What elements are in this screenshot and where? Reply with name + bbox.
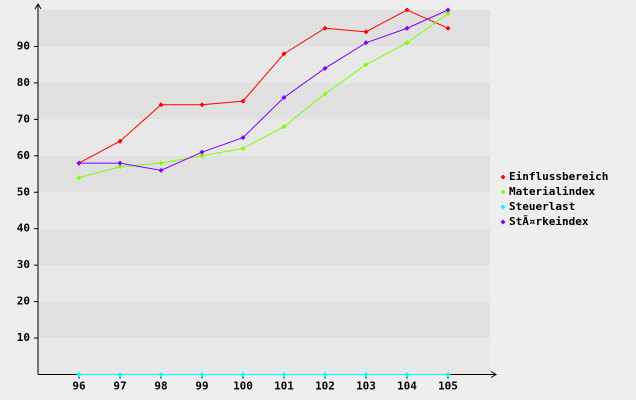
data-point	[404, 7, 410, 13]
y-tick-label: 40	[17, 222, 30, 235]
legend-label: Materialindex	[509, 185, 595, 198]
data-point	[322, 91, 328, 97]
data-point	[445, 372, 451, 377]
plot-band	[38, 338, 490, 375]
data-point	[322, 65, 328, 71]
data-point	[117, 160, 123, 166]
y-tick-label: 30	[17, 258, 30, 271]
plot-band	[38, 228, 490, 266]
data-point	[445, 7, 451, 13]
y-tick-label: 90	[17, 39, 30, 52]
data-point	[322, 372, 328, 377]
data-point	[281, 124, 287, 130]
data-point	[363, 62, 369, 68]
plot-band	[38, 265, 490, 302]
data-point	[158, 167, 164, 173]
x-tick-label: 102	[315, 380, 335, 393]
x-axis-arrow	[490, 371, 497, 378]
data-point	[76, 175, 82, 181]
data-point	[281, 94, 287, 100]
plot-band	[38, 155, 490, 193]
data-point	[404, 372, 410, 377]
x-tick-label: 100	[233, 380, 253, 393]
x-tick-label: 96	[72, 380, 86, 393]
data-point	[363, 40, 369, 46]
plot-band	[38, 192, 490, 229]
y-axis-arrow	[34, 3, 42, 10]
plot-band	[38, 301, 490, 339]
data-point	[199, 153, 205, 159]
x-tick-label: 104	[397, 380, 417, 393]
y-tick-label: 60	[17, 149, 30, 162]
data-point	[117, 164, 123, 170]
series-line	[78, 9, 449, 164]
data-point	[363, 372, 369, 377]
data-point	[117, 372, 123, 377]
plot-band	[38, 10, 490, 47]
data-point	[240, 98, 246, 104]
y-tick-label: 50	[17, 185, 30, 198]
y-tick-label: 10	[17, 331, 30, 344]
series-line	[79, 9, 449, 171]
data-point	[76, 160, 82, 166]
data-point	[199, 102, 205, 108]
data-point	[158, 102, 164, 108]
legend-marker	[500, 204, 506, 210]
data-point	[281, 372, 287, 377]
data-point	[240, 135, 246, 141]
data-point	[158, 160, 164, 166]
data-point	[199, 149, 205, 155]
data-point	[445, 11, 451, 17]
data-point	[240, 146, 246, 152]
data-point	[322, 25, 328, 31]
y-tick-label: 80	[17, 76, 30, 89]
legend-label: Einflussbereich	[509, 170, 608, 183]
series-line	[78, 13, 449, 179]
data-point	[281, 51, 287, 57]
legend-label: StÃ¤rkeindex	[509, 215, 589, 228]
data-point	[199, 372, 205, 377]
y-tick-label: 20	[17, 295, 30, 308]
legend-label: Steuerlast	[509, 200, 575, 213]
x-tick-label: 97	[113, 380, 126, 393]
legend-marker	[500, 174, 506, 180]
x-tick-label: 98	[154, 380, 167, 393]
data-point	[158, 372, 164, 377]
data-point	[404, 40, 410, 46]
legend-marker	[500, 189, 506, 195]
x-tick-label: 103	[356, 380, 376, 393]
data-point	[404, 25, 410, 31]
data-point	[240, 372, 246, 377]
plot-band	[38, 82, 490, 120]
data-point	[445, 25, 451, 31]
data-point	[363, 29, 369, 35]
data-point	[76, 372, 82, 377]
y-tick-label: 70	[17, 112, 30, 125]
legend-marker	[500, 219, 506, 225]
x-tick-label: 99	[195, 380, 208, 393]
data-point	[117, 138, 123, 144]
x-tick-label: 101	[274, 380, 294, 393]
x-tick-label: 105	[438, 380, 458, 393]
plot-bands	[38, 10, 490, 375]
